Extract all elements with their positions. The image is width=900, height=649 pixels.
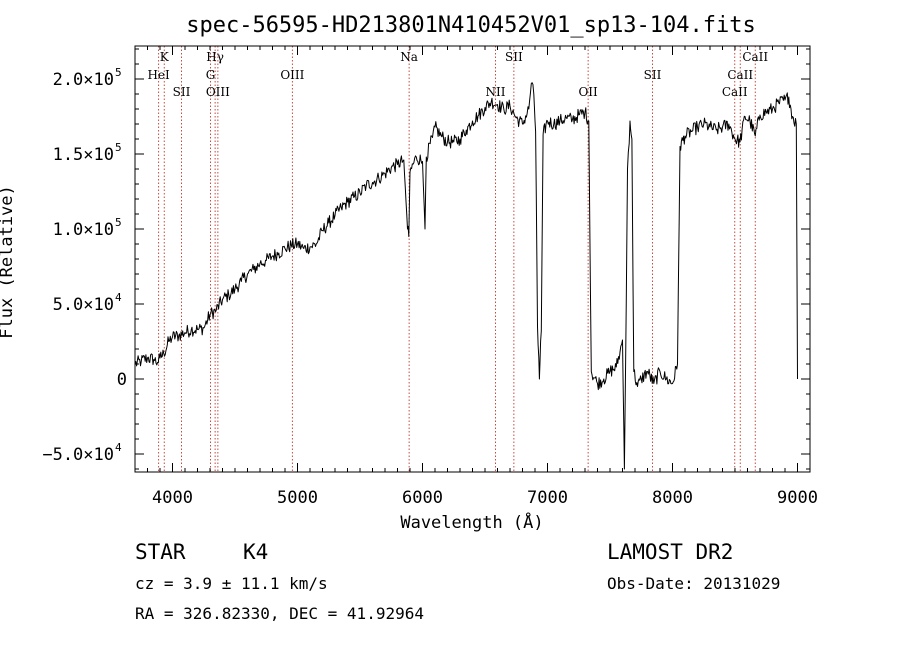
spectral-line-label: OIII (280, 68, 304, 82)
spectral-line-label: NII (486, 85, 506, 99)
x-tick-label: 6000 (402, 488, 443, 508)
x-axis-label: Wavelength (Å) (400, 511, 543, 533)
y-tick-label: 1.0×10 (53, 220, 114, 240)
spectral-line-label: CaII (722, 85, 748, 99)
survey-name: LAMOST DR2 (607, 540, 733, 564)
spectral-line-label: HeI (147, 68, 170, 82)
y-tick-exponent: 5 (115, 216, 122, 229)
x-tick-label: 5000 (277, 488, 318, 508)
spectral-line-label: CaII (742, 50, 768, 64)
x-tick-label: 7000 (527, 488, 568, 508)
object-subclass: K4 (243, 540, 268, 564)
spectral-line-label: SII (644, 68, 662, 82)
y-tick-label: 0 (117, 370, 127, 390)
spectral-line-label: SII (505, 50, 523, 64)
chart-title: spec-56595-HD213801N410452V01_sp13-104.f… (186, 13, 756, 38)
x-axis: 4000 5000 6000 7000 8000 9000 (134, 46, 818, 508)
plot-frame (134, 45, 811, 473)
spectral-line-label: SII (173, 85, 191, 99)
spectral-line-label: Hγ (206, 50, 224, 64)
coordinates-readout: RA = 326.82330, DEC = 41.92964 (135, 604, 424, 623)
spectral-line-label: Na (400, 50, 418, 64)
y-axis-label: Flux (Relative) (0, 185, 17, 339)
y-tick-exponent: 4 (115, 441, 122, 454)
redshift-readout: cz = 3.9 ± 11.1 km/s (135, 574, 328, 593)
x-tick-label: 4000 (152, 488, 193, 508)
y-tick-exponent: 5 (115, 66, 122, 79)
flux-series-line (134, 82, 798, 470)
y-tick-label: 1.5×10 (53, 145, 114, 165)
y-axis: −5.0×10 405.0×10 41.0×10 51.5×10 52.0×10 5 (42, 48, 810, 470)
flux-trace (134, 82, 798, 470)
x-tick-label: 9000 (777, 488, 818, 508)
y-tick-label: 5.0×10 (53, 295, 114, 315)
y-tick-label: −5.0×10 (42, 445, 114, 465)
spectral-line-label: CaII (727, 68, 753, 82)
y-tick-exponent: 4 (115, 291, 122, 304)
y-tick-exponent: 5 (115, 141, 122, 154)
spectral-line-label: OIII (206, 85, 230, 99)
spectral-line-label: K (160, 50, 170, 64)
spectral-line-markers (158, 46, 756, 472)
spectral-line-label: G (206, 68, 216, 82)
x-tick-label: 8000 (652, 488, 693, 508)
spectral-line-label: OII (578, 85, 598, 99)
object-class: STAR (135, 540, 186, 564)
observation-date: Obs-Date: 20131029 (607, 574, 780, 593)
y-tick-label: 2.0×10 (53, 70, 114, 90)
